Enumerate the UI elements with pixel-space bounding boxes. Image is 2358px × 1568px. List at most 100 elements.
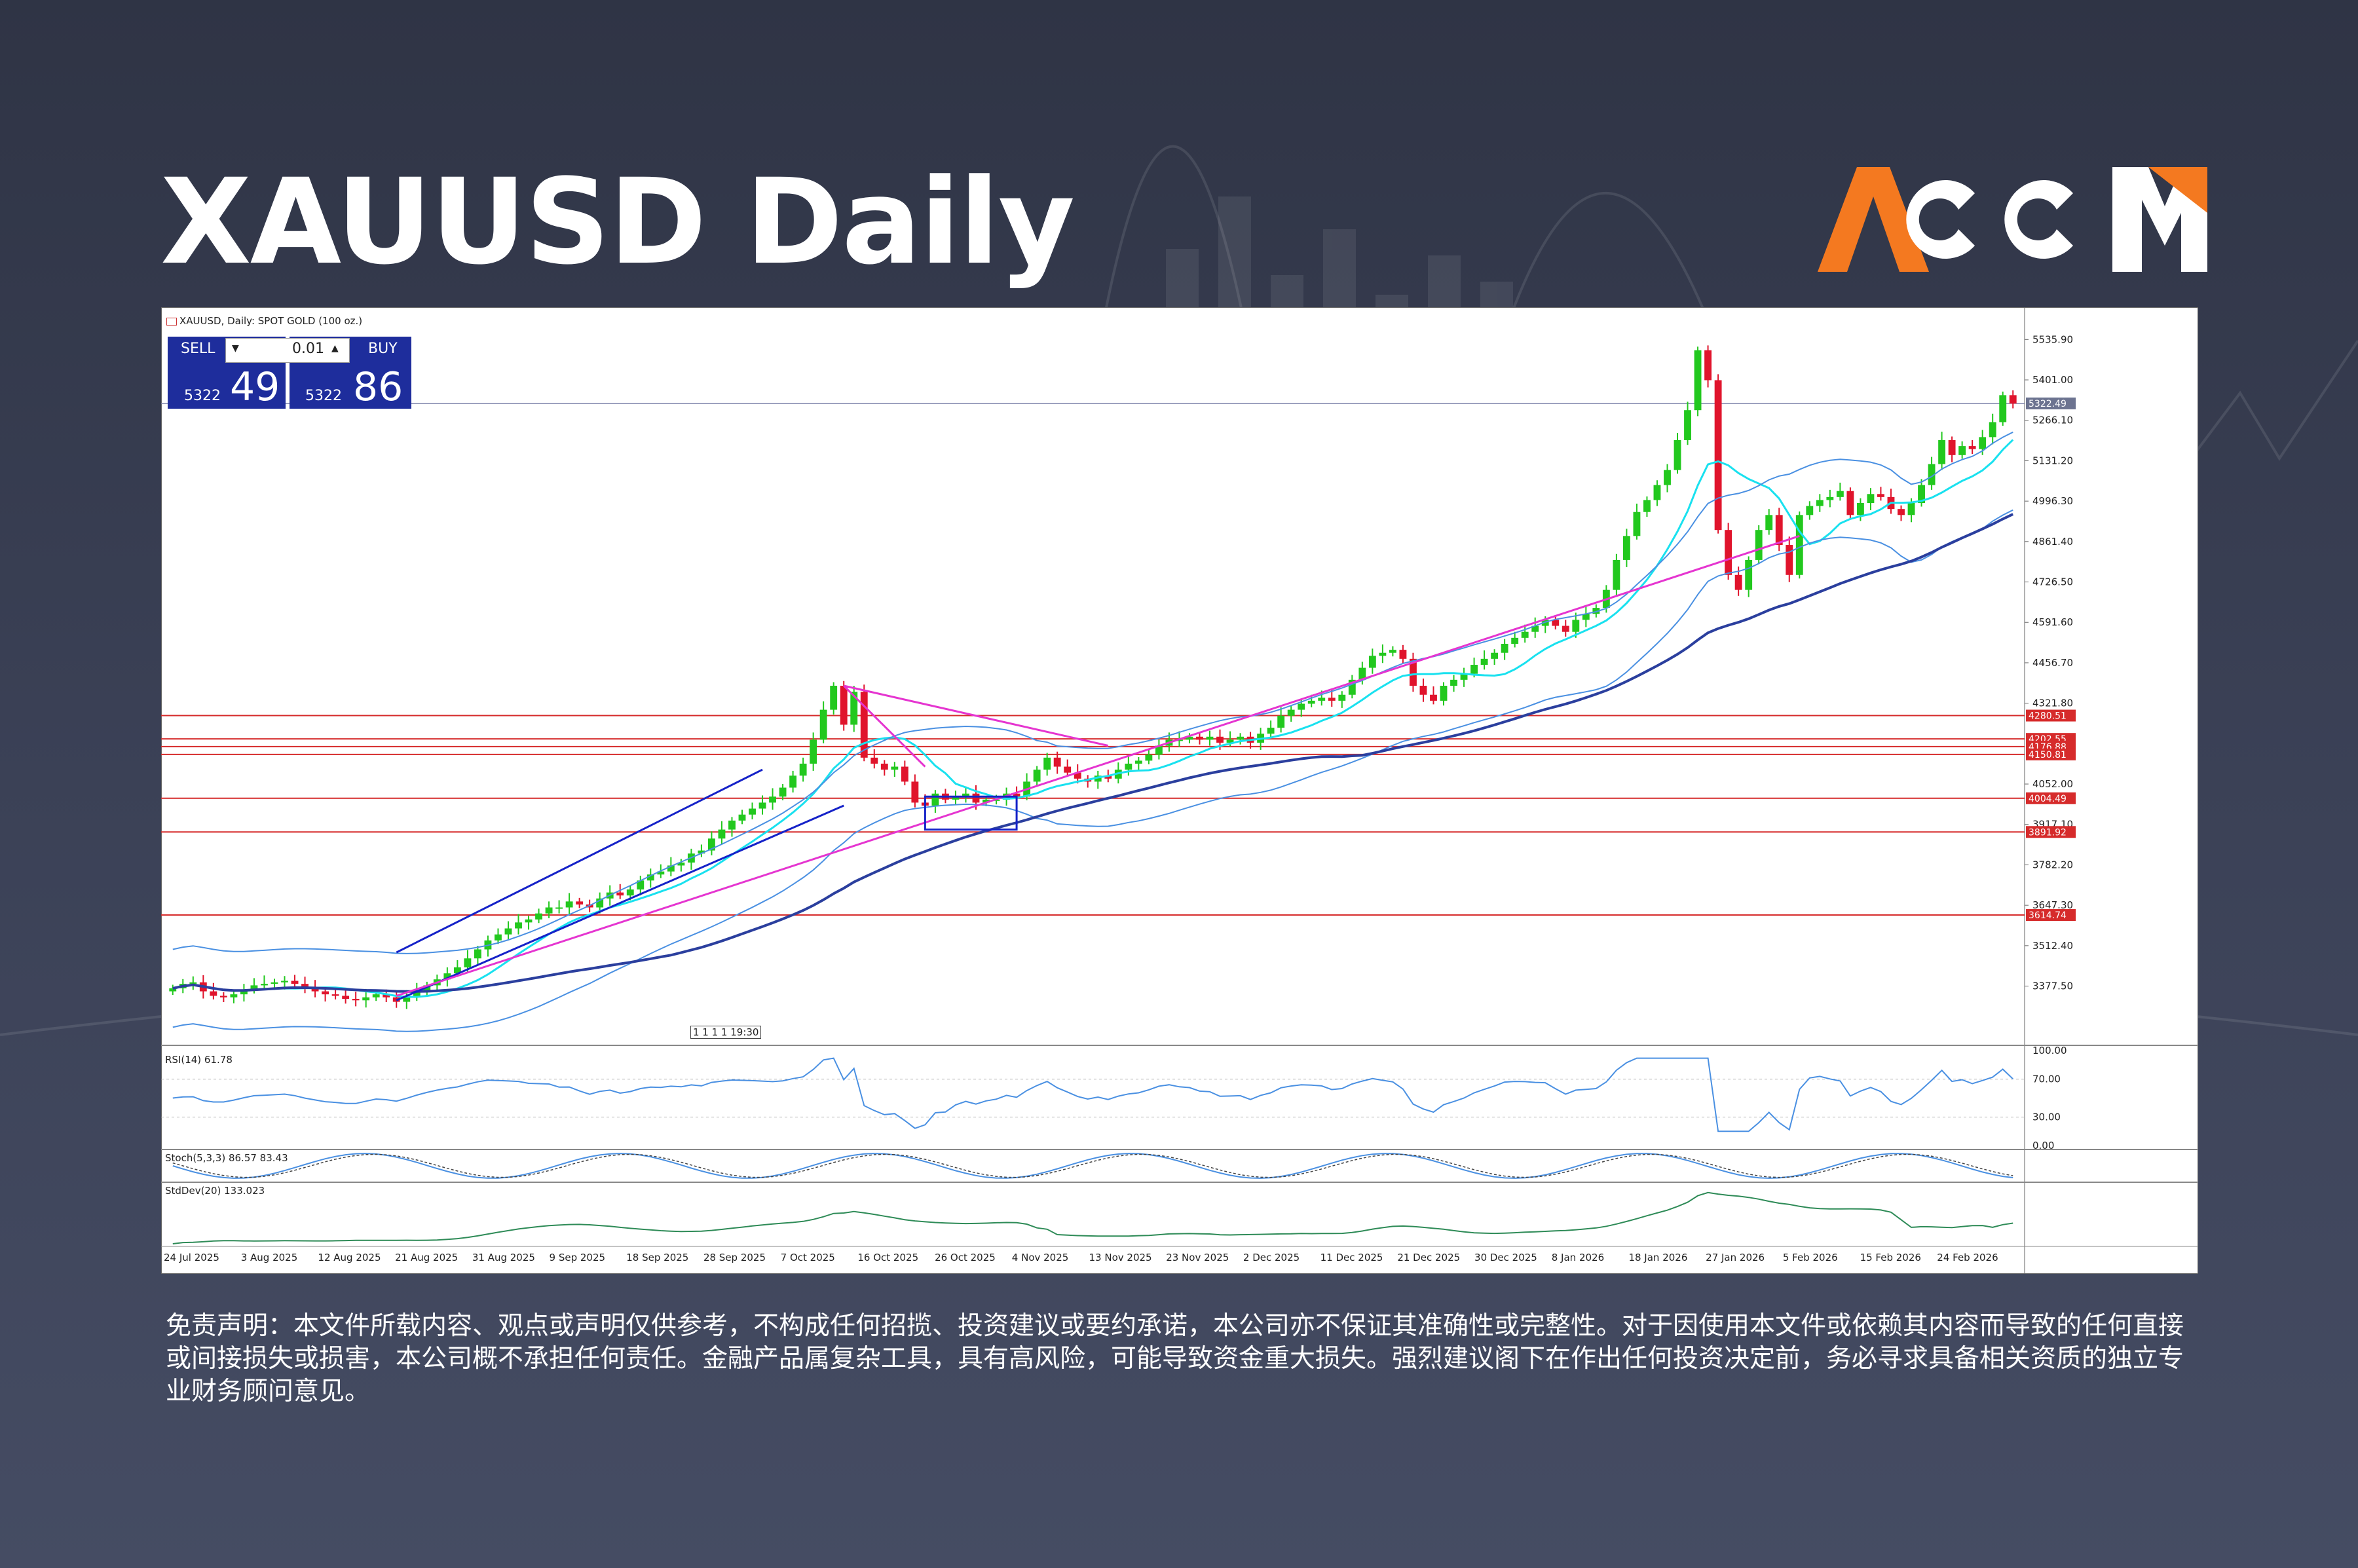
candle-body [423, 985, 431, 992]
candle-body [1358, 667, 1366, 680]
candle-body [1968, 446, 1976, 449]
y-tick-label: 4861.40 [2032, 536, 2073, 548]
y-tick-label: 5401.00 [2032, 374, 2073, 386]
candle-body [799, 763, 807, 776]
candle-body [1348, 679, 1356, 695]
candle-body [2009, 395, 2017, 404]
candle-body [555, 907, 563, 909]
descending-trendline [843, 684, 1109, 747]
sell-price-big: 49 [230, 364, 280, 410]
rsi-tick-label: 100.00 [2032, 1045, 2067, 1056]
x-tick-label: 11 Dec 2025 [1320, 1252, 1383, 1263]
x-tick-label: 16 Oct 2025 [857, 1252, 918, 1263]
candle-body [1846, 491, 1854, 515]
x-tick-label: 12 Aug 2025 [318, 1252, 381, 1263]
candle-body [819, 709, 827, 740]
candle-body [1125, 763, 1132, 770]
lot-box[interactable] [225, 338, 350, 363]
rsi-label: RSI(14) 61.78 [165, 1054, 233, 1066]
candle-body [1907, 503, 1915, 515]
candle-body [1786, 545, 1793, 575]
candle-body [1928, 464, 1936, 485]
x-tick-label: 28 Sep 2025 [703, 1252, 766, 1263]
candle-body [1307, 700, 1315, 704]
price-chart[interactable]: 5535.90 5401.00 5266.10 5131.20 4996.30 4861.… [161, 307, 2198, 1274]
x-tick-label: 27 Jan 2026 [1706, 1252, 1765, 1263]
candle-body [1582, 614, 1590, 620]
candle-body [1094, 775, 1102, 782]
y-tick-label: 4052.00 [2032, 778, 2073, 790]
y-tick-label: 4456.70 [2032, 657, 2073, 669]
candle-body [1470, 665, 1478, 674]
candle-body [1979, 437, 1987, 449]
candle-body [1064, 766, 1072, 773]
lot-input[interactable]: 0.01 [292, 341, 324, 357]
candle-body [383, 994, 390, 998]
rsi-line [172, 1057, 2013, 1132]
candle-body [1277, 715, 1285, 728]
candle-body [1410, 658, 1417, 686]
candle-body [1552, 620, 1560, 626]
buy-button[interactable]: BUY [368, 341, 398, 357]
y-tick-label: 5131.20 [2032, 455, 2073, 466]
candle-body [271, 982, 278, 984]
candle-body [1999, 395, 2007, 422]
candle-body [1226, 739, 1234, 743]
x-tick-label: 13 Nov 2025 [1089, 1252, 1152, 1263]
candle-body [1196, 736, 1203, 740]
stoch-signal-line [172, 1153, 2013, 1178]
candle-body [789, 775, 797, 788]
x-tick-label: 24 Feb 2026 [1937, 1252, 1998, 1263]
sell-button[interactable]: SELL [181, 341, 215, 357]
candle-body [1480, 658, 1488, 665]
y-tick-label: 3647.30 [2032, 899, 2073, 911]
candle-body [1206, 736, 1214, 740]
lot-down-icon[interactable]: ▼ [232, 343, 239, 354]
candle-body [880, 763, 888, 770]
x-tick-label: 5 Feb 2026 [1783, 1252, 1838, 1263]
candle-body [1572, 620, 1580, 632]
candle-body [372, 994, 380, 998]
x-tick-label: 24 Jul 2025 [164, 1252, 219, 1263]
candle-body [515, 922, 522, 929]
candle-body [1674, 439, 1681, 470]
candle-body [1989, 422, 1996, 438]
candle-body [189, 982, 197, 984]
candle-body [1216, 736, 1224, 743]
level-tag [2026, 748, 2076, 760]
x-tick-label: 21 Dec 2025 [1397, 1252, 1460, 1263]
candle-body [311, 988, 319, 992]
candle-body [1765, 515, 1773, 531]
candle-body [616, 892, 624, 896]
x-tick-label: 18 Sep 2025 [626, 1252, 688, 1263]
y-tick-label: 3377.50 [2032, 980, 2073, 992]
candle-body [1816, 500, 1824, 506]
candle-body [1592, 608, 1600, 614]
candle-body [1053, 757, 1061, 767]
candle-body [565, 901, 573, 908]
candle-body [1104, 775, 1112, 779]
x-tick-label: 26 Oct 2025 [935, 1252, 996, 1263]
candle-body [331, 994, 339, 996]
candle-body [240, 990, 248, 995]
candle-body [525, 919, 533, 923]
y-tick-label: 4321.80 [2032, 698, 2073, 709]
candle-body [1511, 637, 1519, 644]
candle-body [758, 802, 766, 809]
time-marker: 1 1 1 1 19:30 [690, 1026, 762, 1039]
candle-body [1704, 350, 1712, 381]
candle-body [901, 766, 908, 782]
candle-body [1856, 503, 1864, 515]
candle-body [657, 871, 665, 875]
candle-body [1531, 625, 1539, 632]
candle-body [1613, 559, 1620, 590]
level-tag [2026, 826, 2076, 838]
candle-body [342, 996, 350, 999]
x-tick-label: 9 Sep 2025 [550, 1252, 606, 1263]
candle-body [738, 814, 746, 821]
candle-body [1725, 530, 1732, 575]
candle-body [443, 973, 451, 980]
candle-body [1368, 656, 1376, 668]
lot-up-icon[interactable]: ▲ [331, 343, 339, 354]
y-tick-label: 5266.10 [2032, 415, 2073, 426]
